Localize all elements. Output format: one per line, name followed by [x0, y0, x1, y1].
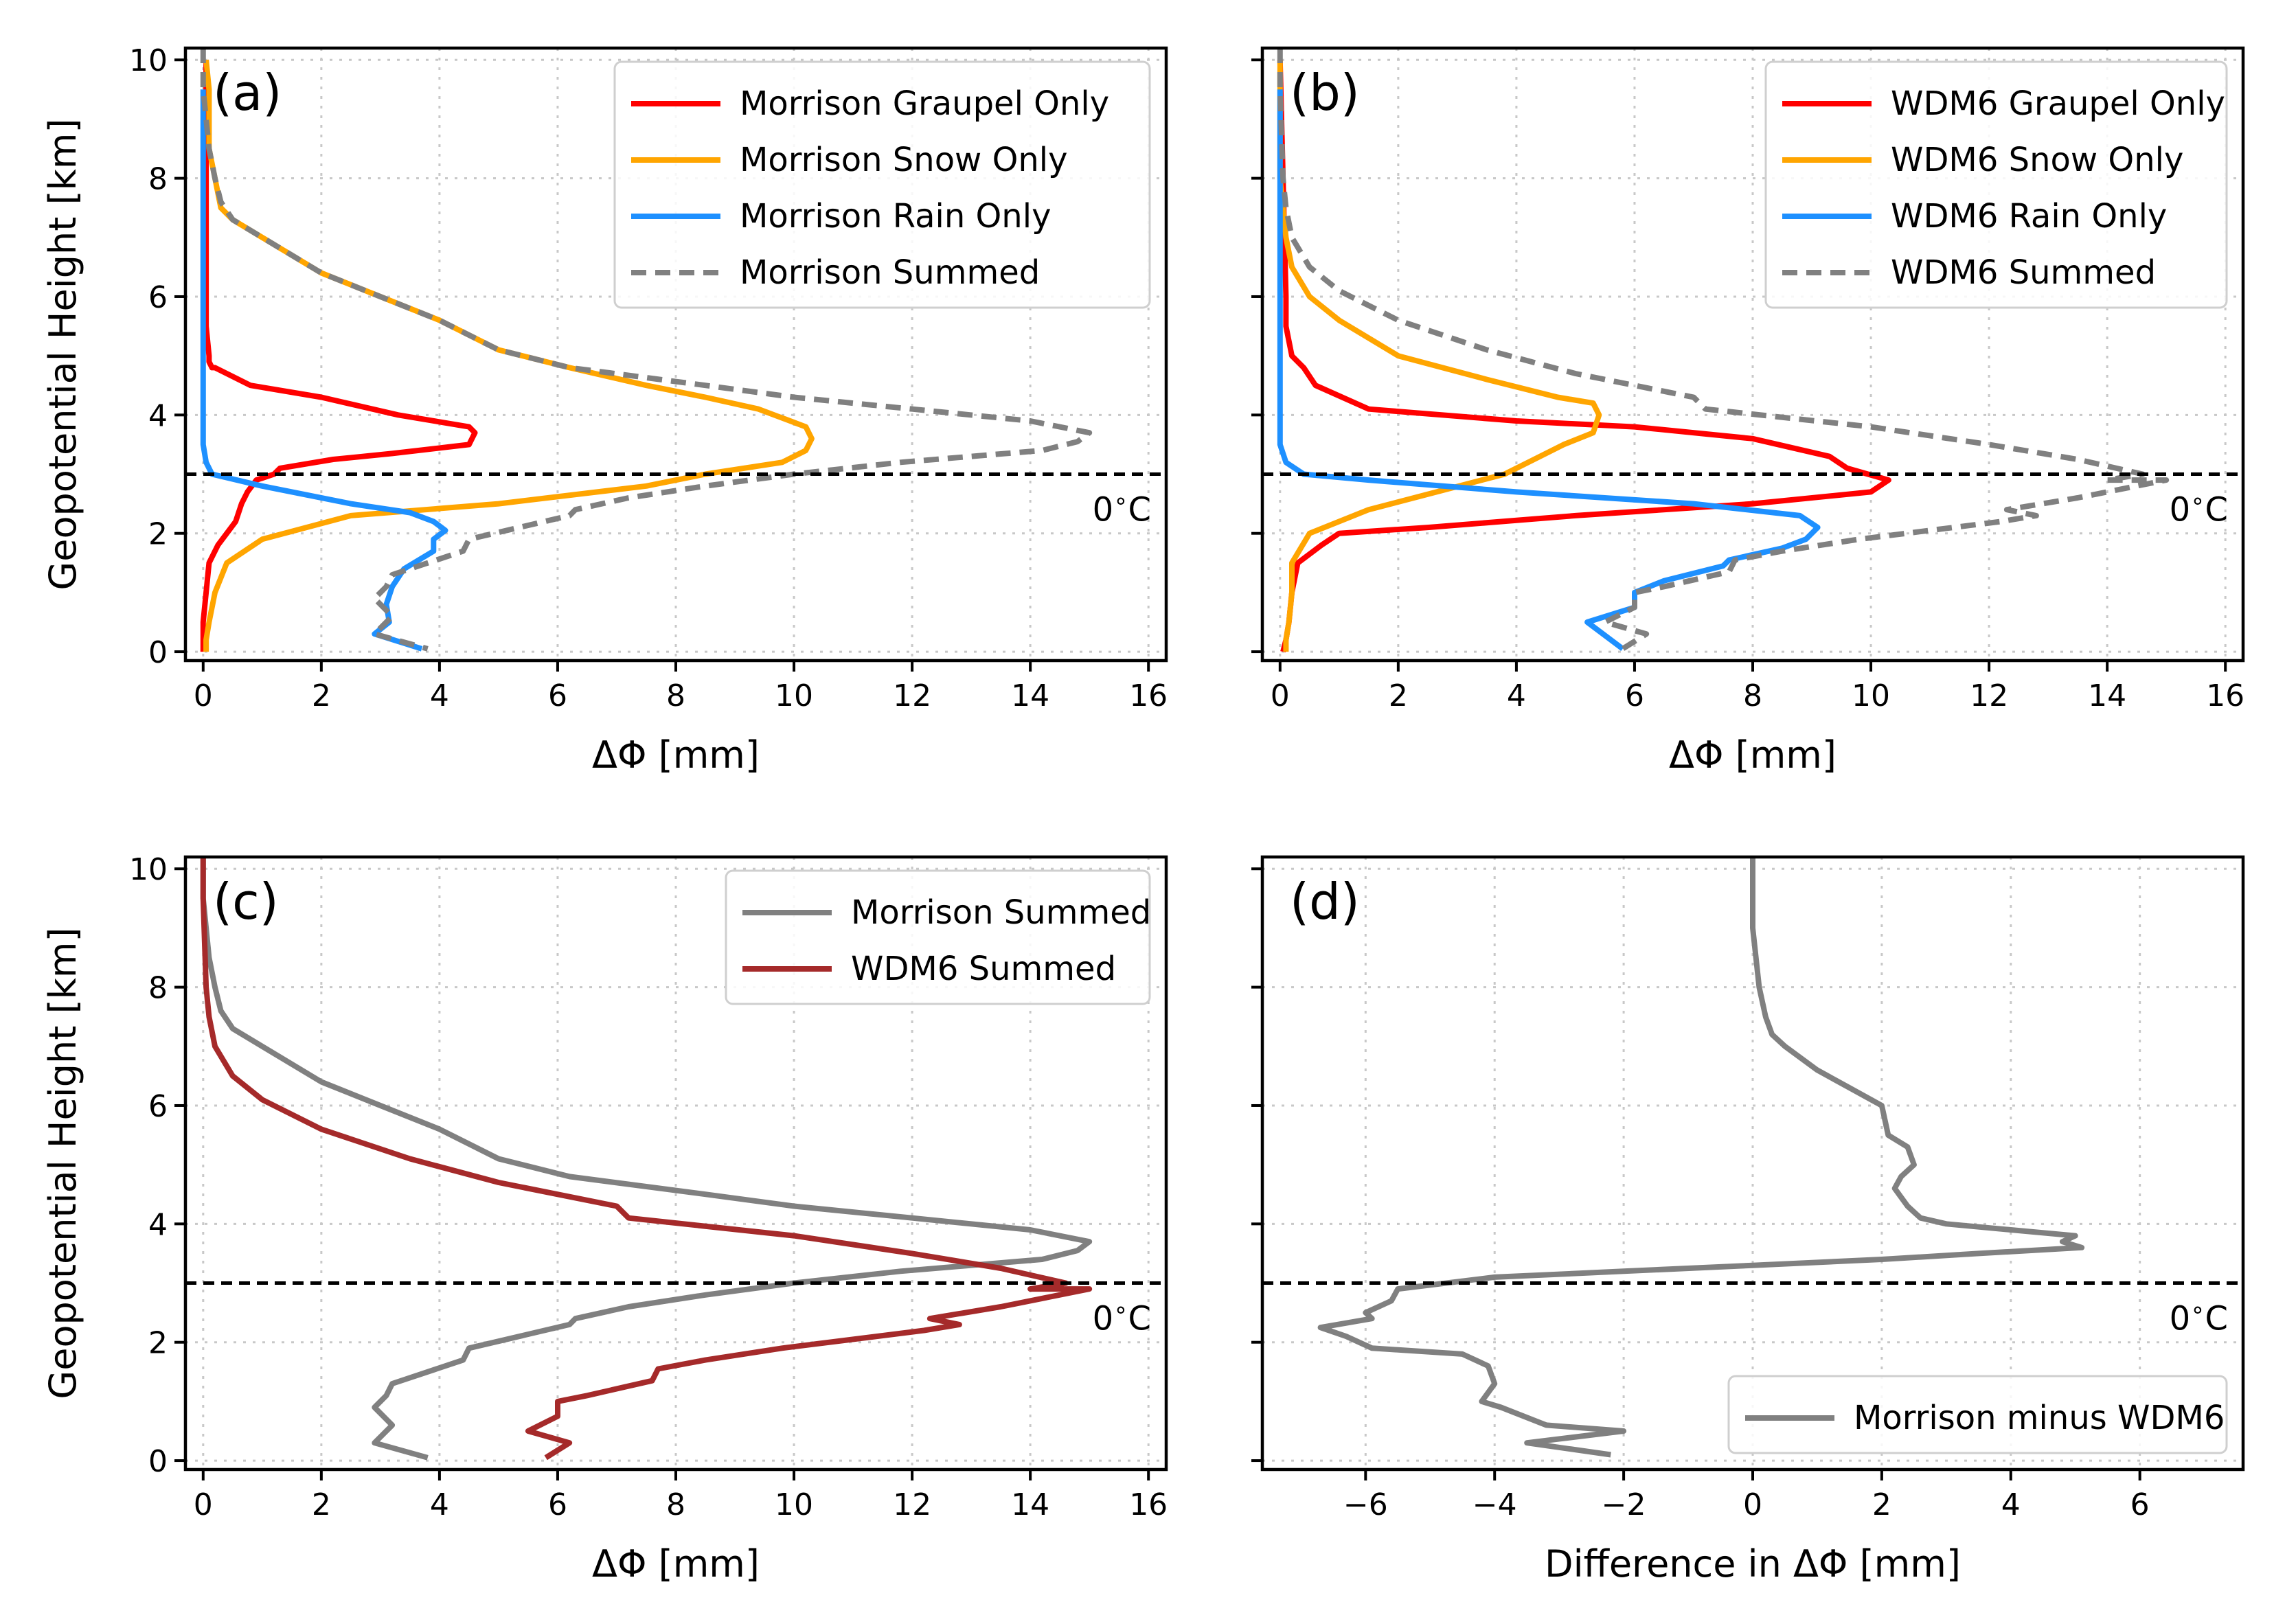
x-tick-label: 12 — [893, 1487, 931, 1522]
x-tick-label: 12 — [1970, 678, 2008, 713]
x-tick-label: −4 — [1473, 1487, 1517, 1522]
panel-b: 0∘C 0 2 4 6 8 10 12 14 16 ΔΦ [mm] (b) WDM6 Graupel O… — [1251, 46, 2245, 777]
freezing-level-label: 0∘C — [2170, 1296, 2228, 1338]
panel-a: 0∘C 0 2 4 6 8 10 12 14 16 0 2 4 6 8 10 ΔΦ [mm] Geopotenti… — [41, 43, 1168, 777]
x-tick-label: 8 — [1743, 678, 1762, 713]
freezing-level-label: 0∘C — [1093, 1296, 1151, 1338]
freezing-level-label: 0∘C — [2170, 488, 2228, 529]
x-tick-label: 4 — [430, 678, 449, 713]
y-tick-label: 2 — [148, 517, 168, 552]
y-tick-label: 6 — [148, 1089, 168, 1124]
panel-c: 0∘C 0 2 4 6 8 10 12 14 16 0 2 4 6 8 10 ΔΦ [mm] Geopotenti… — [41, 852, 1168, 1586]
legend-entry: Morrison Graupel Only — [740, 84, 1109, 123]
series-line-morrison-summed — [200, 48, 1093, 652]
x-tick-label: 10 — [1852, 678, 1890, 713]
series-line-morrison-graupel-only — [200, 60, 478, 652]
series-line-wdm6-graupel-only — [1277, 60, 1891, 653]
y-tick-label: 4 — [148, 1207, 168, 1242]
x-tick-label: 14 — [2088, 678, 2126, 713]
x-tick-label: 8 — [666, 1487, 685, 1522]
x-axis-label: ΔΦ [mm] — [592, 1542, 760, 1586]
legend-entry: WDM6 Rain Only — [1891, 197, 2167, 236]
x-tick-label: 16 — [1129, 678, 1168, 713]
x-tick-label: 10 — [775, 678, 813, 713]
x-tick-label: 6 — [2130, 1487, 2150, 1522]
x-tick-label: 4 — [1507, 678, 1526, 713]
x-tick-label: 16 — [1129, 1487, 1168, 1522]
panel-tag: (c) — [213, 873, 279, 930]
x-tick-label: 0 — [194, 1487, 213, 1522]
legend-entry: Morrison Rain Only — [740, 197, 1051, 236]
x-tick-label: 0 — [194, 678, 213, 713]
x-tick-label: 14 — [1011, 1487, 1049, 1522]
x-tick-label: 2 — [1872, 1487, 1891, 1522]
x-tick-label: 14 — [1011, 678, 1049, 713]
y-tick-label: 6 — [148, 280, 168, 315]
panel-tag: (b) — [1290, 64, 1360, 122]
series-group — [1277, 48, 2170, 653]
y-axis-label: Geopotential Height [km] — [41, 927, 84, 1399]
legend-entry: Morrison Snow Only — [740, 141, 1068, 179]
series-group — [1317, 857, 2085, 1458]
x-axis-label: ΔΦ [mm] — [592, 733, 760, 777]
y-axis-label: Geopotential Height [km] — [41, 118, 84, 590]
x-tick-label: −6 — [1343, 1487, 1388, 1522]
y-tick-label: 8 — [148, 162, 168, 197]
series-line-wdm6-summed — [200, 857, 1093, 1461]
y-tick-label: 10 — [129, 852, 168, 887]
legend: Morrison Graupel Only Morrison Snow Only M… — [613, 60, 1151, 309]
panel-tag: (d) — [1290, 873, 1360, 930]
legend-entry: WDM6 Summed — [1891, 253, 2156, 292]
series-line-morrison-rain-only — [200, 89, 448, 652]
x-tick-label: 6 — [548, 678, 567, 713]
x-tick-label: 0 — [1271, 678, 1290, 713]
x-tick-label: 6 — [548, 1487, 567, 1522]
x-axis-label: ΔΦ [mm] — [1669, 733, 1837, 777]
x-tick-label: 2 — [312, 1487, 331, 1522]
x-tick-label: 2 — [1389, 678, 1408, 713]
x-tick-label: 16 — [2206, 678, 2244, 713]
y-tick-label: 4 — [148, 398, 168, 433]
legend-box — [1727, 1375, 2228, 1454]
y-tick-label: 0 — [148, 1444, 168, 1479]
legend: Morrison Summed WDM6 Summed — [725, 869, 1151, 1005]
series-line-wdm6-summed — [1277, 48, 2170, 652]
x-tick-label: −2 — [1602, 1487, 1646, 1522]
x-tick-label: 6 — [1625, 678, 1644, 713]
legend-box — [1764, 60, 2228, 309]
series-line-wdm6-snow-only — [1277, 60, 1602, 652]
series-group — [200, 857, 1093, 1461]
y-tick-label: 2 — [148, 1326, 168, 1361]
legend-entry: WDM6 Summed — [851, 950, 1116, 988]
panel-d: 0∘C −6 −4 −2 0 2 4 6 Difference in ΔΦ [mm] (d) Mor… — [1251, 855, 2245, 1586]
series-line-morrison-minus-wdm6 — [1317, 857, 2085, 1458]
y-tick-label: 0 — [148, 635, 168, 670]
legend-box — [613, 60, 1151, 309]
x-axis-label: Difference in ΔΦ [mm] — [1545, 1542, 1961, 1586]
freezing-level-label: 0∘C — [1093, 488, 1151, 529]
legend-entry: Morrison Summed — [851, 893, 1151, 932]
legend: WDM6 Graupel Only WDM6 Snow Only WDM6 Rain… — [1764, 60, 2228, 309]
legend: Morrison minus WDM6 — [1727, 1375, 2228, 1454]
x-tick-label: 4 — [430, 1487, 449, 1522]
series-group — [200, 48, 1093, 652]
legend-entry: Morrison Summed — [740, 253, 1040, 292]
series-line-wdm6-rain-only — [1277, 89, 1821, 651]
x-tick-label: 10 — [775, 1487, 813, 1522]
legend-entry: WDM6 Graupel Only — [1891, 84, 2225, 123]
legend-entry: WDM6 Snow Only — [1891, 141, 2183, 179]
x-tick-label: 12 — [893, 678, 931, 713]
series-line-morrison-summed — [200, 857, 1093, 1461]
x-tick-label: 0 — [1743, 1487, 1762, 1522]
y-tick-label: 8 — [148, 971, 168, 1006]
x-tick-label: 8 — [666, 678, 685, 713]
legend-box — [725, 869, 1151, 1005]
y-tick-label: 10 — [129, 43, 168, 78]
x-tick-label: 4 — [2001, 1487, 2021, 1522]
x-tick-label: 2 — [312, 678, 331, 713]
legend-entry: Morrison minus WDM6 — [1854, 1399, 2225, 1437]
panel-tag: (a) — [213, 64, 282, 122]
